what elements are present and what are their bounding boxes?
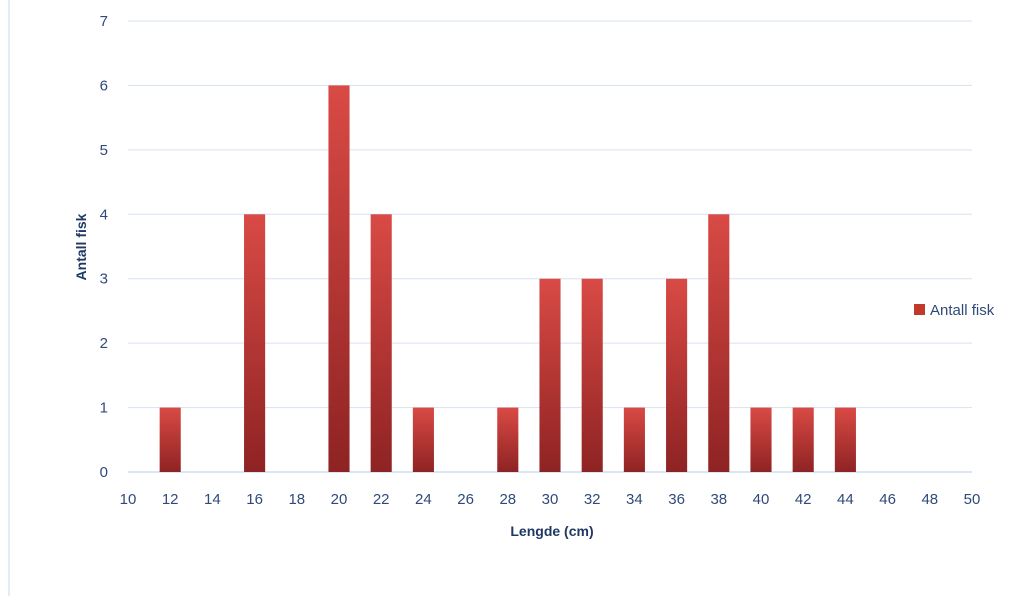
x-tick-label: 48 <box>921 491 938 508</box>
y-tick-label: 0 <box>100 464 108 481</box>
bar <box>412 407 434 472</box>
x-tick-label: 32 <box>584 491 601 508</box>
x-tick-label: 34 <box>626 491 643 508</box>
x-tick-label: 28 <box>499 491 516 508</box>
bar <box>581 278 603 472</box>
y-tick-label: 6 <box>100 77 108 94</box>
legend-label: Antall fisk <box>930 302 995 319</box>
x-tick-label: 40 <box>753 491 770 508</box>
x-tick-label: 46 <box>879 491 896 508</box>
bar <box>497 407 519 472</box>
y-axis-title: Antall fisk <box>73 213 89 280</box>
x-tick-label: 42 <box>795 491 812 508</box>
x-tick-label: 16 <box>246 491 263 508</box>
bar <box>623 407 645 472</box>
bar <box>750 407 772 472</box>
x-tick-label: 50 <box>964 491 981 508</box>
bar <box>708 214 730 473</box>
bar <box>328 85 350 472</box>
x-tick-label: 10 <box>120 491 137 508</box>
bar <box>244 214 266 473</box>
x-tick-label: 18 <box>288 491 305 508</box>
y-tick-label: 4 <box>100 206 108 223</box>
x-tick-label: 20 <box>331 491 348 508</box>
x-tick-label: 22 <box>373 491 390 508</box>
legend-swatch <box>914 304 925 315</box>
y-tick-label: 2 <box>100 335 108 352</box>
bar <box>834 407 856 472</box>
bar <box>666 278 688 472</box>
x-axis-title: Lengde (cm) <box>510 523 593 539</box>
bars <box>159 85 856 473</box>
x-tick-label: 12 <box>162 491 179 508</box>
x-tick-label: 36 <box>668 491 685 508</box>
bar <box>792 407 814 472</box>
bar <box>370 214 392 473</box>
y-tick-label: 5 <box>100 142 108 159</box>
x-tick-labels: 10 12 14 16 18 20 22 24 26 28 30 32 34 36 38 40 42 44 46 48… <box>120 491 981 508</box>
y-tick-label: 1 <box>100 400 108 417</box>
x-tick-label: 14 <box>204 491 221 508</box>
x-tick-label: 44 <box>837 491 854 508</box>
legend: Antall fisk <box>914 302 995 319</box>
y-tick-label: 7 <box>100 13 108 30</box>
bar <box>159 407 181 472</box>
x-tick-label: 26 <box>457 491 474 508</box>
y-tick-labels: 0 1 2 3 4 5 6 7 <box>100 13 108 481</box>
x-tick-label: 24 <box>415 491 432 508</box>
x-tick-label: 30 <box>542 491 559 508</box>
bar <box>539 278 561 472</box>
x-tick-label: 38 <box>710 491 727 508</box>
y-tick-label: 3 <box>100 271 108 288</box>
